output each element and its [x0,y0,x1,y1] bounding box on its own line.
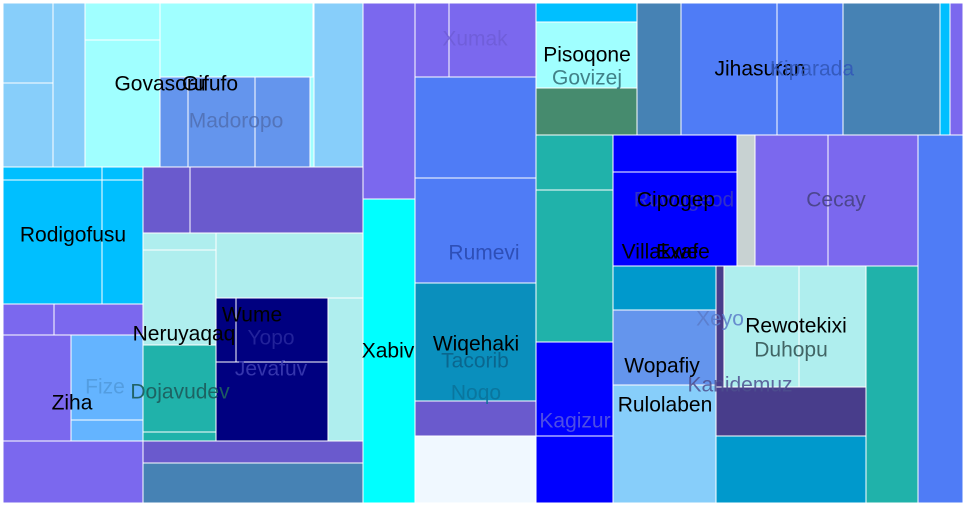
treemap-cell [53,303,144,336]
treemap-label: Exafe [656,241,710,264]
treemap-label: Madoropo [189,110,284,133]
treemap-cell [827,134,919,267]
treemap-label: Rulolaben [618,394,713,417]
treemap-label: Wume [222,304,282,327]
treemap-label: Govizej [552,67,622,90]
treemap-cell [736,134,756,267]
treemap-label: Fize [85,376,125,399]
treemap-label: Xumak [442,28,508,51]
treemap-cell [2,179,103,305]
treemap-cell [754,134,829,267]
treemap-cell [612,309,717,386]
treemap-cell [2,2,54,84]
treemap-label: Xeyo [696,308,744,331]
treemap-cell [414,76,537,179]
treemap-cell [414,282,537,402]
treemap-label: Tacorib [441,350,509,373]
treemap-label: Ziha [52,392,93,415]
treemap-label: Kagizur [539,410,610,433]
treemap-cell [680,2,778,136]
treemap-cell [142,431,217,442]
treemap-cell [612,134,738,173]
treemap-cell [142,166,191,234]
treemap-label: Gifufo [182,73,238,96]
treemap-cell [101,166,144,181]
treemap-cell [313,2,364,168]
treemap-cell [84,2,161,41]
treemap-cell [142,440,364,464]
treemap-cell [159,2,314,78]
treemap-cell [2,334,72,442]
treemap-cell [535,341,614,437]
treemap-cell [70,419,144,442]
treemap-label: Cipogep [637,189,715,212]
treemap-label: Cecay [806,189,866,212]
treemap-cell [917,134,964,504]
treemap-cell [2,166,103,181]
treemap-cell [215,232,364,299]
treemap-label: Neruyaqaq [133,323,236,346]
treemap-cell [535,87,638,136]
treemap-cell [612,384,717,504]
treemap-cell [535,435,614,504]
treemap-label: Rumevi [448,242,519,265]
treemap-cell [362,198,416,504]
treemap-cell [142,232,217,251]
treemap-cell [187,76,256,168]
treemap-label: Dojavudev [130,381,230,404]
treemap-cell [327,297,364,442]
treemap-label: Jevafuv [235,358,308,381]
treemap-cell [362,2,416,200]
treemap-label: Ruwugeod [634,189,734,212]
treemap-cell [448,2,537,78]
treemap-label: Yopo [247,327,294,350]
treemap-label: Govasoru [114,73,205,96]
treemap-cell [189,166,364,234]
treemap-cell [2,303,55,336]
treemap-cell [414,177,537,284]
treemap-label: Rodigofusu [20,224,126,247]
treemap-label: Wopafiy [624,355,700,378]
treemap-cell [235,297,329,363]
treemap-cell [101,179,144,305]
treemap-cell [949,2,964,136]
treemap-label: Rewotekixi [745,315,847,338]
treemap-cell [798,265,867,388]
treemap-cell [612,265,717,311]
treemap-cell [865,265,919,504]
treemap-cell [723,265,800,388]
treemap-cell [2,82,54,168]
treemap-label: Kiparada [770,58,854,81]
treemap-cell [535,189,614,343]
treemap-cell [414,435,537,504]
treemap-cell [715,386,867,437]
treemap-cell [2,440,144,504]
treemap-cell [636,2,682,136]
treemap-cell [52,2,86,168]
treemap-label: Duhopu [754,339,828,362]
treemap-cell [84,39,161,168]
treemap-label: Villakwe [622,241,699,264]
treemap-label: Kanidemuz [687,374,792,397]
treemap-cell [309,76,315,168]
treemap-label: Noqo [451,382,501,405]
treemap-label: Pisoqone [543,44,631,67]
treemap-cell [142,249,217,346]
treemap-cell [715,435,867,504]
treemap-cell [142,344,217,433]
treemap-cell [142,462,364,504]
treemap-cell [842,2,941,136]
treemap-cell [939,2,951,136]
treemap-cell [612,171,738,267]
treemap-label: Xabiv [362,340,415,363]
treemap-label: Jihasuran [714,58,805,81]
treemap-cell [535,134,614,191]
treemap-label: Wiqehaki [433,333,519,356]
treemap-cell [414,400,537,437]
treemap-cell [535,2,638,23]
